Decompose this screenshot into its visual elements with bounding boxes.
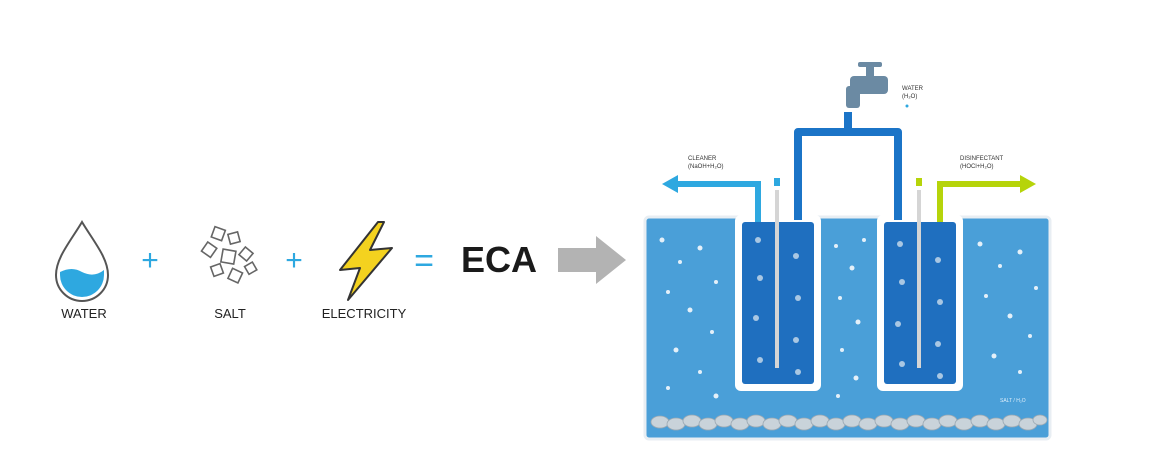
electrolysis-cell: WATER (H₂O) CLEANER (NaOH+H₂O) DISINFECT… <box>643 62 1052 441</box>
right-arrow-icon <box>558 236 626 284</box>
cathode-electrode <box>775 190 779 368</box>
tank-bubbles <box>659 237 1038 399</box>
equals-sign: = <box>414 242 434 280</box>
tank-label: SALT / H₂O <box>1000 398 1026 404</box>
tap-label-line1: WATER <box>902 86 924 92</box>
tank <box>643 215 1052 441</box>
disinfectant-label-line1: DISINFECTANT <box>960 156 1004 162</box>
salt-label: SALT <box>214 306 246 321</box>
tap-label-line2: (H₂O) <box>902 94 917 100</box>
salt-bed <box>650 414 1048 431</box>
disinfectant-label-line2: (HOCl+H₂O) <box>960 164 994 170</box>
salt-crystals-icon <box>200 225 258 285</box>
water-drop-icon <box>54 220 110 302</box>
lightning-bolt-icon <box>339 221 393 301</box>
water-inlet-pipe <box>794 112 902 220</box>
electricity-label: ELECTRICITY <box>322 306 407 321</box>
faucet-icon <box>846 62 888 108</box>
disinfectant-output-arrow <box>937 175 1036 222</box>
anode-electrode <box>917 190 921 368</box>
plus-sign-1: + <box>141 244 159 277</box>
cleaner-output-arrow <box>662 175 761 222</box>
water-label: WATER <box>61 306 107 321</box>
eca-result: ECA <box>461 239 537 280</box>
plus-sign-2: + <box>285 244 303 277</box>
cleaner-label-line2: (NaOH+H₂O) <box>688 164 724 170</box>
cleaner-label-line1: CLEANER <box>688 156 717 162</box>
